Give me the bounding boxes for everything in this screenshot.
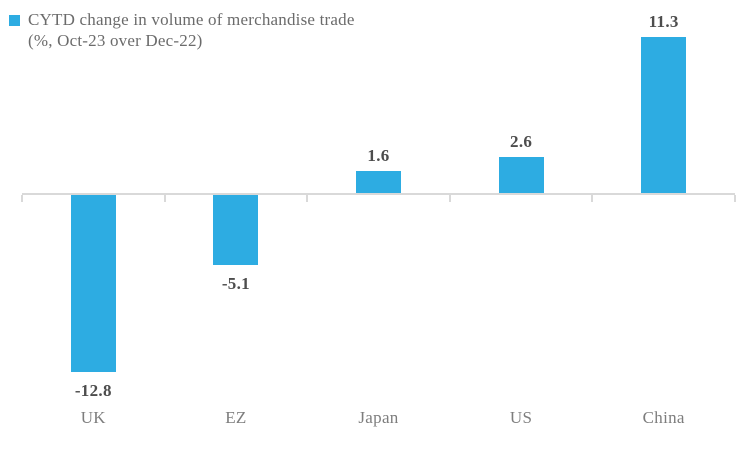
legend-swatch-icon — [9, 15, 20, 26]
x-axis-tick — [21, 195, 23, 202]
legend: CYTD change in volume of merchandise tra… — [9, 9, 355, 51]
x-axis-line — [22, 193, 735, 195]
legend-label: CYTD change in volume of merchandise tra… — [28, 9, 355, 51]
x-axis-tick — [734, 195, 736, 202]
value-label: 2.6 — [510, 132, 533, 151]
legend-label-line1: CYTD change in volume of merchandise tra… — [28, 10, 355, 29]
value-label: -5.1 — [221, 274, 250, 293]
value-label: 1.6 — [367, 146, 390, 165]
category-label: China — [642, 408, 685, 427]
bar — [498, 157, 544, 193]
bar — [641, 37, 687, 193]
category-label: EZ — [225, 408, 247, 427]
bar — [356, 171, 401, 193]
bar — [213, 195, 259, 265]
x-axis-tick — [306, 195, 309, 202]
category-label: US — [509, 408, 533, 427]
x-axis-tick — [448, 195, 451, 202]
legend-label-line2: (%, Oct-23 over Dec-22) — [28, 31, 203, 50]
x-axis-tick — [163, 195, 166, 202]
x-axis-tick — [591, 195, 594, 202]
category-label: UK — [80, 408, 106, 427]
category-label: Japan — [358, 408, 399, 427]
value-label: 11.3 — [648, 12, 679, 31]
value-label: -12.8 — [74, 381, 112, 400]
bar — [70, 195, 116, 372]
